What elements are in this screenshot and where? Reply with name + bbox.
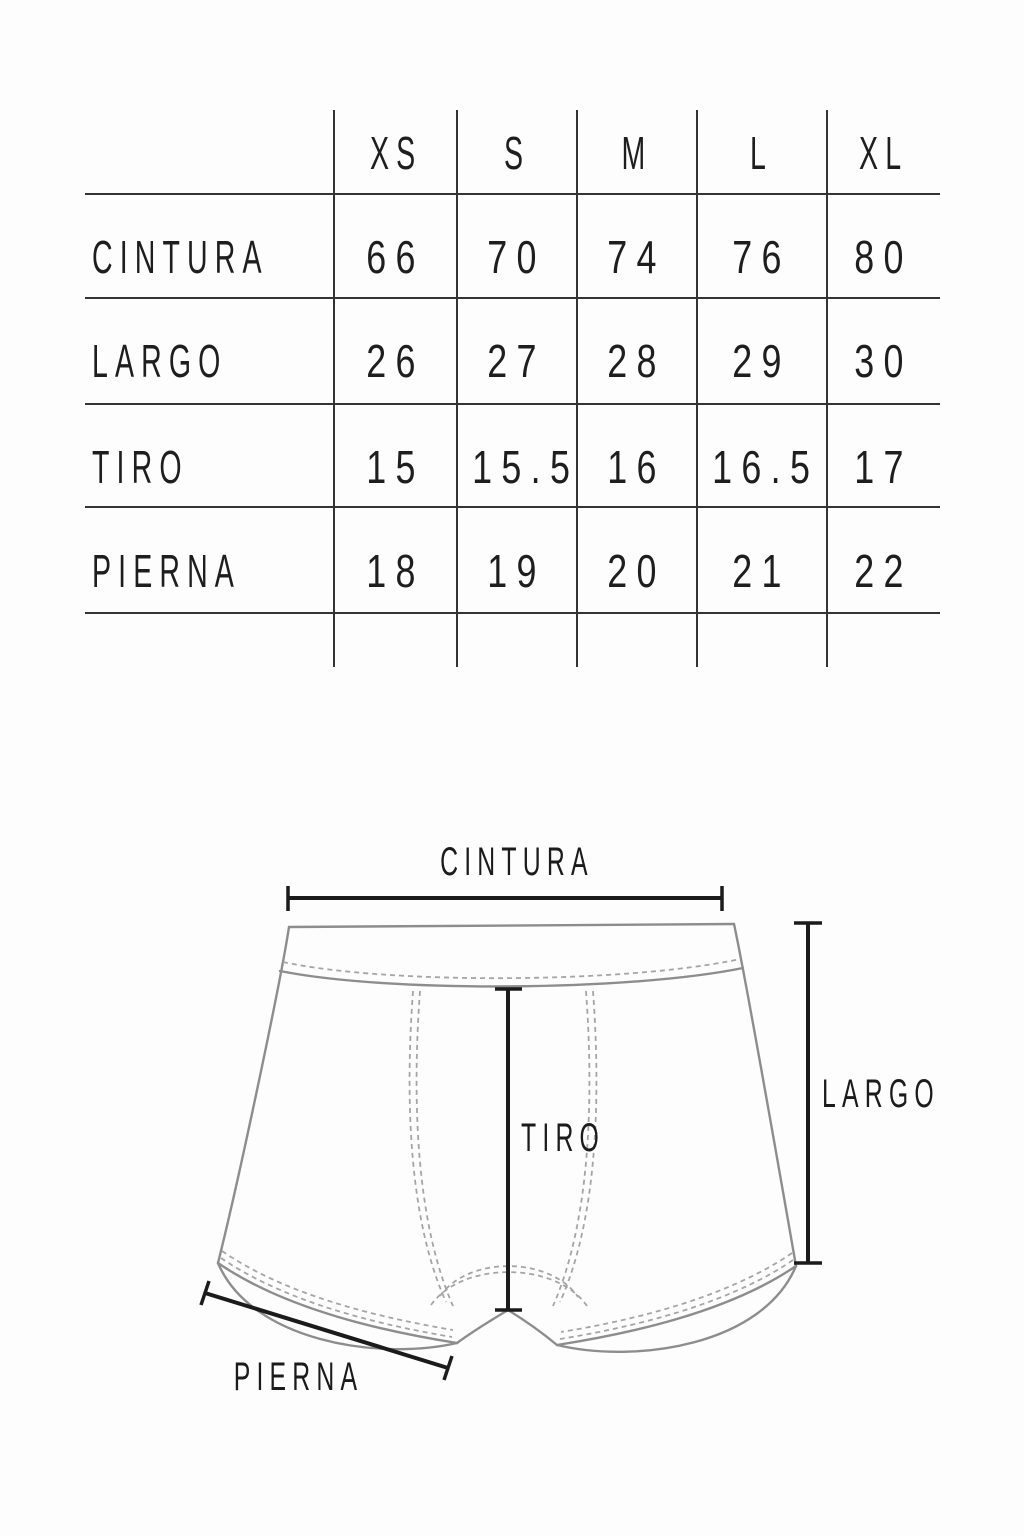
boxer-shorts-sketch <box>199 886 822 1381</box>
cell-largo-m: 28 <box>607 335 667 387</box>
table-hline-5 <box>85 612 940 615</box>
row-label-cintura: CINTURA <box>92 231 269 283</box>
left-fly-stitch-inner <box>415 990 454 1307</box>
table-vline-5 <box>826 110 829 667</box>
waistband-top-edge <box>287 922 736 929</box>
cell-largo-s: 27 <box>487 335 547 387</box>
tiro-dimension-ticks <box>495 987 522 1312</box>
right-inner-leg-seam <box>506 1308 559 1347</box>
right-fly-stitch-inner <box>552 990 591 1307</box>
right-hem-stitch-lower <box>559 1259 794 1340</box>
column-header-xs: XS <box>369 127 423 179</box>
left-side-seam <box>216 925 291 1265</box>
cell-tiro-xl: 17 <box>854 441 913 493</box>
cell-pierna-l: 21 <box>732 545 792 597</box>
table-vline-2 <box>456 110 459 667</box>
table-hline-3 <box>85 403 940 406</box>
left-hem-stitch-lower <box>220 1257 453 1338</box>
largo-dimension-ticks <box>794 921 822 1265</box>
cell-tiro-s: 15.5 <box>472 441 580 493</box>
column-header-s: S <box>503 127 531 179</box>
crotch-arc-stitch-upper <box>439 1265 579 1298</box>
right-side-seam <box>732 922 798 1268</box>
column-header-xl: XL <box>858 127 909 179</box>
left-leg-hem-back <box>216 1261 459 1351</box>
sketch-label-tiro: TIRO <box>521 1116 606 1160</box>
dimension-lines <box>199 886 822 1381</box>
right-hem-stitch-upper <box>560 1252 793 1333</box>
column-header-l: L <box>750 127 774 179</box>
pierna-dimension-line <box>204 1291 449 1370</box>
cintura-dimension-ticks <box>286 886 724 911</box>
cell-pierna-m: 20 <box>607 545 667 597</box>
right-leg-hem-back <box>555 1264 798 1353</box>
row-label-largo: LARGO <box>92 335 228 387</box>
cell-pierna-s: 19 <box>487 545 547 597</box>
cell-largo-l: 29 <box>732 335 792 387</box>
sketch-label-pierna: PIERNA <box>233 1355 363 1399</box>
cell-tiro-l: 16.5 <box>712 441 820 493</box>
left-inner-leg-seam <box>455 1308 510 1345</box>
cell-cintura-xs: 66 <box>366 231 426 283</box>
row-label-pierna: PIERNA <box>92 545 241 597</box>
waistband-stitch <box>282 958 741 980</box>
table-vline-4 <box>696 110 699 667</box>
sketch-label-largo: LARGO <box>822 1072 940 1116</box>
table-hline-1 <box>85 193 940 196</box>
left-hem-stitch-upper <box>221 1250 454 1331</box>
table-hline-4 <box>85 506 940 509</box>
right-leg-hem-front <box>555 1264 798 1347</box>
column-header-m: M <box>621 127 653 179</box>
left-leg-hem-front <box>216 1261 459 1345</box>
cell-largo-xs: 26 <box>366 335 426 387</box>
waistband-bottom-edge <box>278 966 745 988</box>
sketch-label-cintura: CINTURA <box>440 840 594 884</box>
cell-cintura-xl: 80 <box>854 231 913 283</box>
cell-tiro-xs: 15 <box>366 441 426 493</box>
table-vline-3 <box>576 110 579 667</box>
cell-cintura-s: 70 <box>487 231 547 283</box>
cell-pierna-xs: 18 <box>366 545 426 597</box>
cell-cintura-l: 76 <box>732 231 792 283</box>
crotch-arc-stitch-lower <box>430 1271 588 1307</box>
table-vline-1 <box>333 110 336 667</box>
garment-outline <box>216 922 798 1353</box>
cell-pierna-xl: 22 <box>854 545 913 597</box>
pierna-dimension-ticks <box>199 1280 454 1381</box>
right-fly-stitch-outer <box>559 990 598 1303</box>
row-label-tiro: TIRO <box>92 441 189 493</box>
left-fly-stitch-outer <box>408 990 447 1303</box>
table-hline-2 <box>85 297 940 300</box>
cell-largo-xl: 30 <box>854 335 913 387</box>
cell-cintura-m: 74 <box>607 231 667 283</box>
stitching-lines <box>220 958 794 1340</box>
cell-tiro-m: 16 <box>607 441 667 493</box>
